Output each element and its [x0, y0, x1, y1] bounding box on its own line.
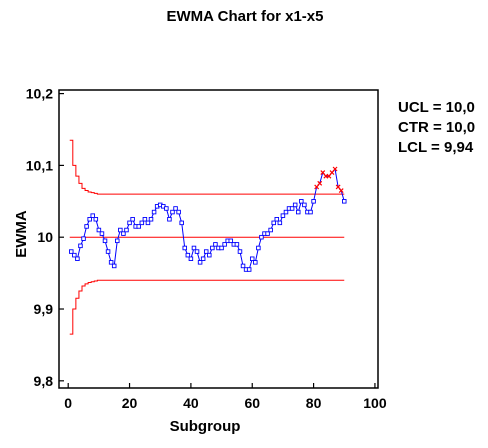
data-point	[108, 260, 114, 265]
data-point	[111, 263, 117, 269]
data-point	[207, 252, 212, 258]
data-point	[265, 231, 270, 236]
data-point	[182, 245, 188, 251]
data-point	[185, 252, 191, 258]
data-point	[246, 267, 252, 272]
data-point	[292, 202, 298, 208]
data-point	[302, 202, 307, 208]
x-tick-label: 0	[64, 395, 72, 411]
y-tick-label: 9,8	[34, 373, 54, 389]
data-point	[72, 252, 77, 258]
data-point	[268, 227, 273, 233]
ucl-label: UCL = 10,0	[398, 99, 475, 116]
lcl-label: LCL = 9,94	[398, 139, 474, 156]
ewma-series	[69, 166, 347, 272]
ucl-line	[69, 139, 345, 195]
data-point	[240, 263, 246, 269]
data-point	[78, 243, 83, 249]
data-point	[170, 209, 175, 215]
x-tick-label: 40	[183, 395, 199, 411]
data-point	[197, 260, 203, 265]
axis-ticks: 0 20 40 60 80 100 9,8 9,9 10 10,1 10,2	[26, 86, 387, 411]
data-point	[237, 249, 243, 254]
ctr-label: CTR = 10,0	[398, 119, 475, 136]
data-point	[139, 220, 145, 226]
data-point	[299, 199, 304, 204]
data-point	[136, 224, 141, 229]
data-point	[222, 242, 227, 247]
data-point	[191, 245, 197, 251]
data-point	[167, 217, 172, 222]
data-point	[203, 249, 209, 254]
data-point	[105, 249, 111, 254]
out-of-control-point	[338, 188, 344, 193]
data-point	[200, 256, 206, 261]
data-point	[253, 260, 258, 265]
data-point	[188, 256, 194, 261]
plot-frame	[58, 89, 379, 389]
y-tick-label: 9,9	[34, 301, 54, 317]
y-axis-label: EWMA	[13, 210, 30, 258]
data-point	[173, 206, 178, 211]
data-point	[102, 238, 108, 244]
out-of-control-point	[317, 180, 323, 186]
data-point	[283, 209, 289, 215]
data-point	[148, 217, 154, 222]
x-axis-label: Subgroup	[170, 418, 241, 435]
data-point	[115, 238, 120, 244]
chart-title: EWMA Chart for x1-x5	[167, 8, 324, 25]
x-tick-label: 20	[122, 395, 138, 411]
data-point	[124, 227, 129, 233]
data-point	[210, 245, 215, 251]
lcl-line	[69, 279, 345, 335]
data-point	[127, 220, 132, 226]
data-point	[90, 213, 95, 218]
data-point	[308, 209, 313, 215]
data-point	[194, 249, 200, 254]
data-point	[142, 217, 148, 222]
y-tick-label: 10	[37, 229, 53, 245]
data-point	[176, 209, 181, 215]
data-point	[311, 199, 316, 204]
data-point	[145, 220, 151, 226]
data-point	[81, 236, 86, 241]
data-point	[259, 234, 264, 240]
data-point	[249, 256, 255, 261]
data-point	[99, 231, 105, 236]
data-point	[87, 217, 92, 222]
data-point	[219, 245, 224, 251]
x-tick-label: 80	[306, 395, 322, 411]
data-point	[84, 224, 89, 229]
data-point	[96, 227, 102, 233]
x-tick-label: 100	[363, 395, 387, 411]
data-point	[75, 256, 80, 261]
data-point	[69, 249, 74, 254]
data-point	[164, 206, 169, 211]
data-point	[256, 245, 261, 251]
data-point	[130, 217, 135, 222]
data-point	[234, 242, 240, 247]
x-tick-label: 60	[244, 395, 260, 411]
data-point	[271, 220, 276, 226]
data-point	[277, 220, 283, 226]
data-point	[274, 217, 280, 222]
control-limits	[69, 139, 345, 335]
data-point	[151, 209, 157, 215]
data-point	[179, 220, 184, 226]
data-point	[118, 227, 123, 233]
data-point	[289, 206, 295, 211]
data-point	[296, 209, 301, 215]
data-point	[121, 231, 126, 236]
data-point	[93, 217, 99, 222]
y-tick-label: 10,2	[26, 86, 53, 102]
data-point	[342, 199, 347, 204]
out-of-control-point	[332, 166, 338, 172]
data-point	[228, 238, 234, 244]
data-point	[213, 242, 218, 247]
data-point	[280, 213, 286, 218]
y-tick-label: 10,1	[26, 157, 53, 173]
